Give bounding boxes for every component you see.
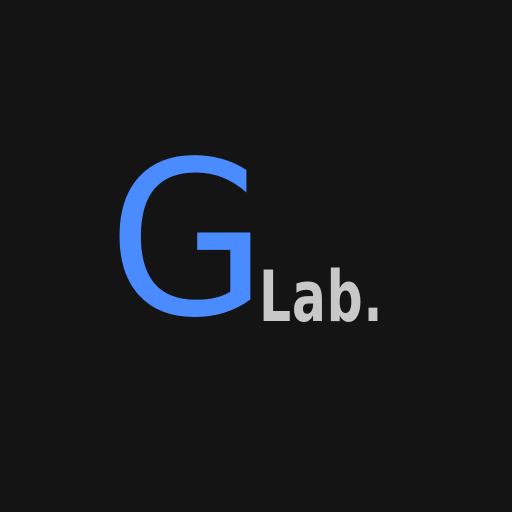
logo-wordmark-lab: Lab. (259, 256, 384, 338)
logo-mark-g: G (108, 116, 268, 365)
